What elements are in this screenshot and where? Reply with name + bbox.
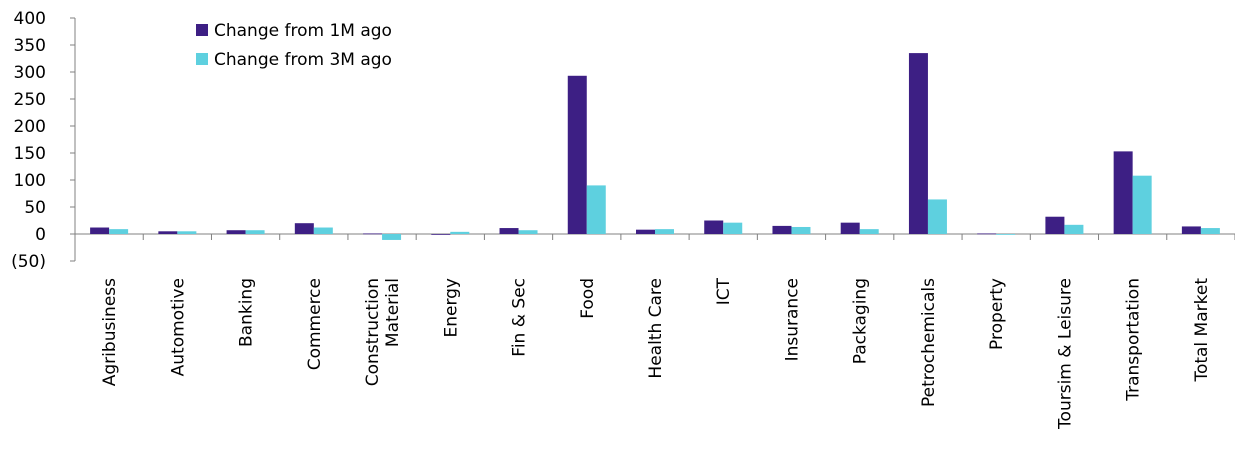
category-label-line: Packaging — [851, 278, 871, 364]
y-tick-label: 250 — [14, 90, 46, 110]
category-label: Packaging — [851, 278, 871, 364]
category-label-line: Total Market — [1192, 278, 1212, 383]
category-label: Fin & Sec — [510, 278, 530, 357]
bar-3m — [450, 231, 470, 234]
bar-1m — [840, 222, 860, 234]
y-tick-label: (50) — [11, 252, 46, 272]
category-label: Transportation — [1124, 278, 1144, 402]
bar-3m — [586, 185, 606, 234]
bar-1m — [499, 228, 519, 234]
category-label: Commerce — [305, 278, 325, 370]
bar-1m — [1045, 216, 1065, 234]
bar-3m — [518, 230, 538, 234]
category-label: Energy — [441, 278, 461, 338]
bar-3m — [1132, 175, 1152, 234]
y-tick-label: 0 — [35, 225, 46, 245]
bar-3m — [723, 222, 743, 234]
bar-1m — [294, 223, 314, 234]
bar-1m — [567, 75, 587, 234]
axes: (50) 0 50 100 150 200 250 300 350 400 Agribusiness… — [11, 9, 1235, 430]
category-label-line: Toursim & Leisure — [1055, 278, 1075, 430]
bar-3m — [177, 231, 197, 234]
category-label: Banking — [237, 278, 257, 347]
bar-1m — [704, 220, 724, 234]
y-tick-label: 50 — [24, 198, 46, 218]
category-label-line: Commerce — [305, 278, 325, 370]
category-label-line: Material — [383, 278, 403, 347]
bar-3m — [1200, 228, 1220, 234]
category-label: Toursim & Leisure — [1055, 278, 1075, 430]
category-label: Property — [987, 278, 1007, 350]
bar-1m — [772, 225, 792, 234]
y-tick-label: 300 — [14, 63, 46, 83]
bar-1m — [431, 234, 451, 235]
category-label-line: Energy — [441, 278, 461, 338]
category-label: Total Market — [1192, 278, 1212, 383]
bars — [90, 53, 1220, 240]
bar-3m — [996, 234, 1016, 235]
bar-3m — [313, 227, 333, 234]
bar-3m — [791, 226, 811, 234]
category-label-line: ICT — [714, 277, 734, 305]
category-label: Automotive — [168, 278, 188, 376]
category-label-line: Petrochemicals — [919, 278, 939, 407]
bar-1m — [1181, 226, 1201, 234]
bar-1m — [363, 233, 383, 235]
bar-1m — [158, 231, 178, 234]
bar-3m — [1064, 224, 1084, 234]
y-tick-label: 100 — [14, 171, 46, 191]
bar-1m — [90, 227, 110, 234]
legend: Change from 1M ago Change from 3M ago — [196, 21, 392, 70]
category-label-line: Health Care — [646, 278, 666, 379]
category-label-line: Construction — [363, 278, 383, 386]
category-label-line: Transportation — [1124, 278, 1144, 402]
category-label-line: Food — [578, 278, 598, 319]
category-label-line: Property — [987, 278, 1007, 350]
category-label-line: Agribusiness — [100, 278, 120, 386]
y-tick-label: 150 — [14, 144, 46, 164]
bar-1m — [636, 229, 655, 234]
bar-1m — [1113, 151, 1133, 234]
bar-3m — [927, 199, 947, 234]
category-label-line: Banking — [237, 278, 257, 347]
legend-swatch — [196, 53, 208, 65]
category-label: Food — [578, 278, 598, 319]
category-label-line: Insurance — [782, 278, 802, 361]
category-label: Insurance — [782, 278, 802, 361]
legend-label: Change from 1M ago — [214, 21, 392, 41]
bar-1m — [908, 53, 928, 234]
y-tick-label: 350 — [14, 36, 46, 56]
bar-1m — [226, 230, 246, 234]
bar-3m — [245, 230, 265, 234]
category-label: Health Care — [646, 278, 666, 379]
bar-3m — [655, 229, 674, 234]
y-tick-label: 200 — [14, 117, 46, 137]
category-label: Agribusiness — [100, 278, 120, 386]
y-tick-label: 400 — [14, 9, 46, 29]
category-label: ConstructionMaterial — [363, 278, 403, 386]
category-label: ICT — [714, 277, 734, 305]
category-label-line: Fin & Sec — [510, 278, 530, 357]
bar-1m — [977, 233, 997, 235]
bar-3m — [382, 234, 402, 240]
legend-label: Change from 3M ago — [214, 50, 392, 70]
bar-3m — [859, 229, 879, 234]
category-label-line: Automotive — [168, 278, 188, 376]
category-label: Petrochemicals — [919, 278, 939, 407]
legend-swatch — [196, 24, 208, 36]
bar-3m — [109, 229, 129, 234]
